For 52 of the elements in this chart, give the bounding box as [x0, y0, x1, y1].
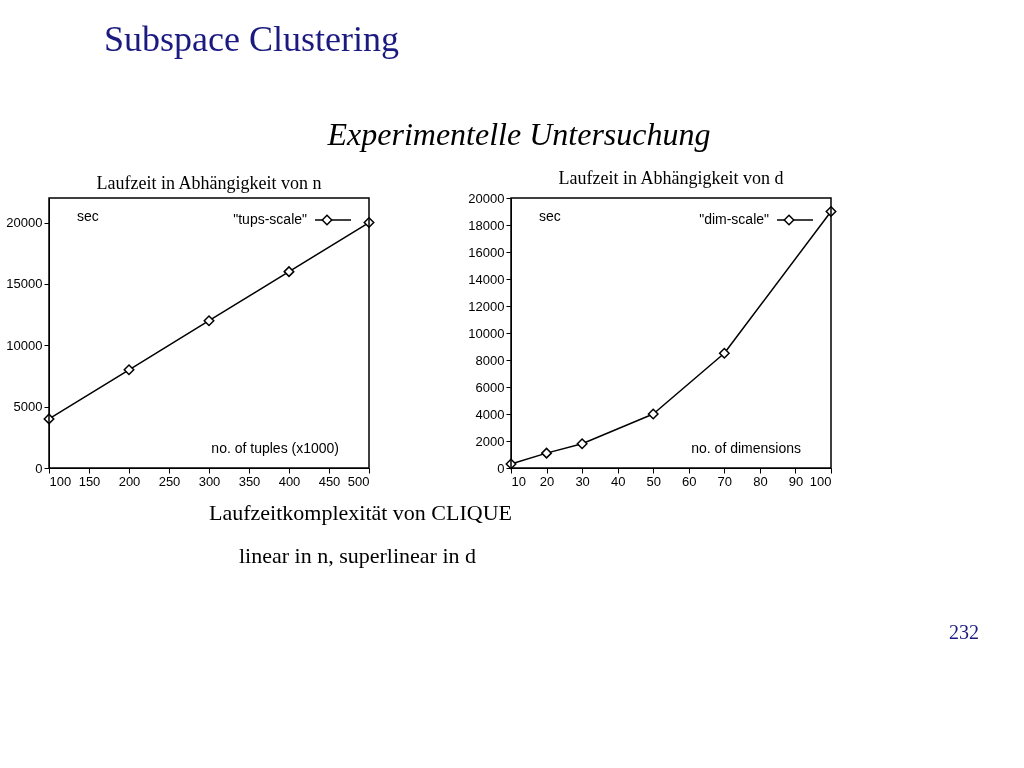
x-tick-label: 150: [78, 473, 101, 489]
x-tick-label: 80: [753, 473, 768, 489]
y-tick-label: 12000: [468, 298, 505, 314]
y-tick-label: 20000: [468, 190, 505, 206]
chart-title: Laufzeit in Abhängigkeit von n: [96, 173, 322, 194]
x-tick-label: 70: [717, 473, 733, 489]
y-tick-label: 6000: [475, 379, 505, 395]
y-tick-label: 4000: [475, 406, 505, 422]
x-tick-label: 100: [49, 473, 72, 489]
y-tick-label: 20000: [6, 215, 43, 231]
text: linear in n, superlinear in d: [239, 543, 477, 568]
point: [576, 438, 588, 450]
x-tick-label: 50: [646, 473, 661, 489]
point: [647, 408, 659, 420]
x-tick-label: 400: [278, 473, 301, 489]
chart-title: Laufzeit in Abhängigkeit von d: [558, 168, 784, 188]
x-tick-label: 100: [809, 473, 832, 489]
y-tick-label: 18000: [468, 217, 505, 233]
x-tick-label: 200: [118, 473, 141, 489]
text: Laufzeitkomplexität von CLIQUE: [209, 500, 513, 525]
y-tick-label: 0: [35, 460, 43, 476]
text: Subspace Clustering: [104, 19, 399, 59]
y-tick-label: 10000: [468, 325, 505, 341]
x-tick-label: 60: [682, 473, 697, 489]
x-axis-title: no. of dimensions: [691, 440, 801, 456]
y-tick-label: 10000: [6, 337, 43, 353]
x-axis-title: no. of tuples (x1000): [211, 440, 339, 456]
y-tick-label: 8000: [475, 352, 505, 368]
y-tick-label: 5000: [13, 399, 43, 415]
y-tick-label: 0: [497, 460, 505, 476]
point: [718, 347, 730, 359]
text: 232: [949, 621, 979, 643]
legend-label: "tups-scale": [233, 211, 308, 227]
legend-label: "dim-scale": [699, 211, 770, 227]
y-axis-title: sec: [539, 208, 561, 224]
text: Experimentelle Untersuchung: [326, 116, 711, 152]
x-tick-label: 30: [575, 473, 590, 489]
x-tick-label: 300: [198, 473, 221, 489]
x-tick-label: 350: [238, 473, 261, 489]
point: [541, 447, 553, 459]
x-tick-label: 500: [347, 473, 370, 489]
y-axis-title: sec: [77, 208, 99, 224]
y-tick-label: 14000: [468, 271, 505, 287]
x-tick-label: 20: [539, 473, 555, 489]
x-tick-label: 450: [318, 473, 341, 489]
y-tick-label: 2000: [475, 433, 505, 449]
x-tick-label: 90: [788, 473, 804, 489]
x-tick-label: 250: [158, 473, 181, 489]
x-tick-label: 10: [511, 473, 526, 489]
y-tick-label: 15000: [6, 276, 43, 292]
x-tick-label: 40: [610, 473, 626, 489]
y-tick-label: 16000: [468, 244, 505, 260]
